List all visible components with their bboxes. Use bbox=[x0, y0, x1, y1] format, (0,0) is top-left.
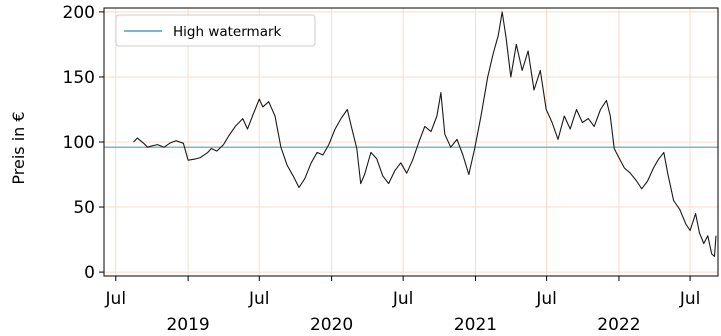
y-tick-label-150: 150 bbox=[63, 68, 95, 88]
price-series bbox=[133, 11, 717, 258]
x-year-label-2021: 2021 bbox=[454, 315, 497, 335]
legend-label-high-watermark: High watermark bbox=[173, 24, 282, 40]
x-tick-label-8: Jul bbox=[679, 289, 701, 309]
x-axis-year-labels: 2019 2020 2021 2022 bbox=[166, 315, 640, 335]
legend: High watermark bbox=[115, 14, 316, 47]
x-tick-label-0: Jul bbox=[105, 289, 127, 309]
x-year-label-2019: 2019 bbox=[166, 315, 209, 335]
y-axis-label: Preis in € bbox=[9, 111, 28, 184]
y-tick-label-50: 50 bbox=[73, 198, 95, 218]
x-axis-ticks: Jul Jul Jul Jul Jul bbox=[105, 276, 701, 309]
y-axis-ticks: 0 50 100 150 200 bbox=[63, 3, 104, 283]
x-year-label-2022: 2022 bbox=[597, 315, 640, 335]
x-tick-label-6: Jul bbox=[535, 289, 557, 309]
y-tick-label-100: 100 bbox=[63, 133, 95, 153]
x-year-label-2020: 2020 bbox=[310, 315, 353, 335]
legend-box bbox=[115, 14, 316, 47]
grid bbox=[104, 8, 718, 276]
price-line bbox=[133, 11, 717, 258]
x-tick-label-4: Jul bbox=[392, 289, 414, 309]
y-tick-label-0: 0 bbox=[84, 263, 95, 283]
y-tick-label-200: 200 bbox=[63, 3, 95, 23]
x-tick-label-2: Jul bbox=[248, 289, 270, 309]
